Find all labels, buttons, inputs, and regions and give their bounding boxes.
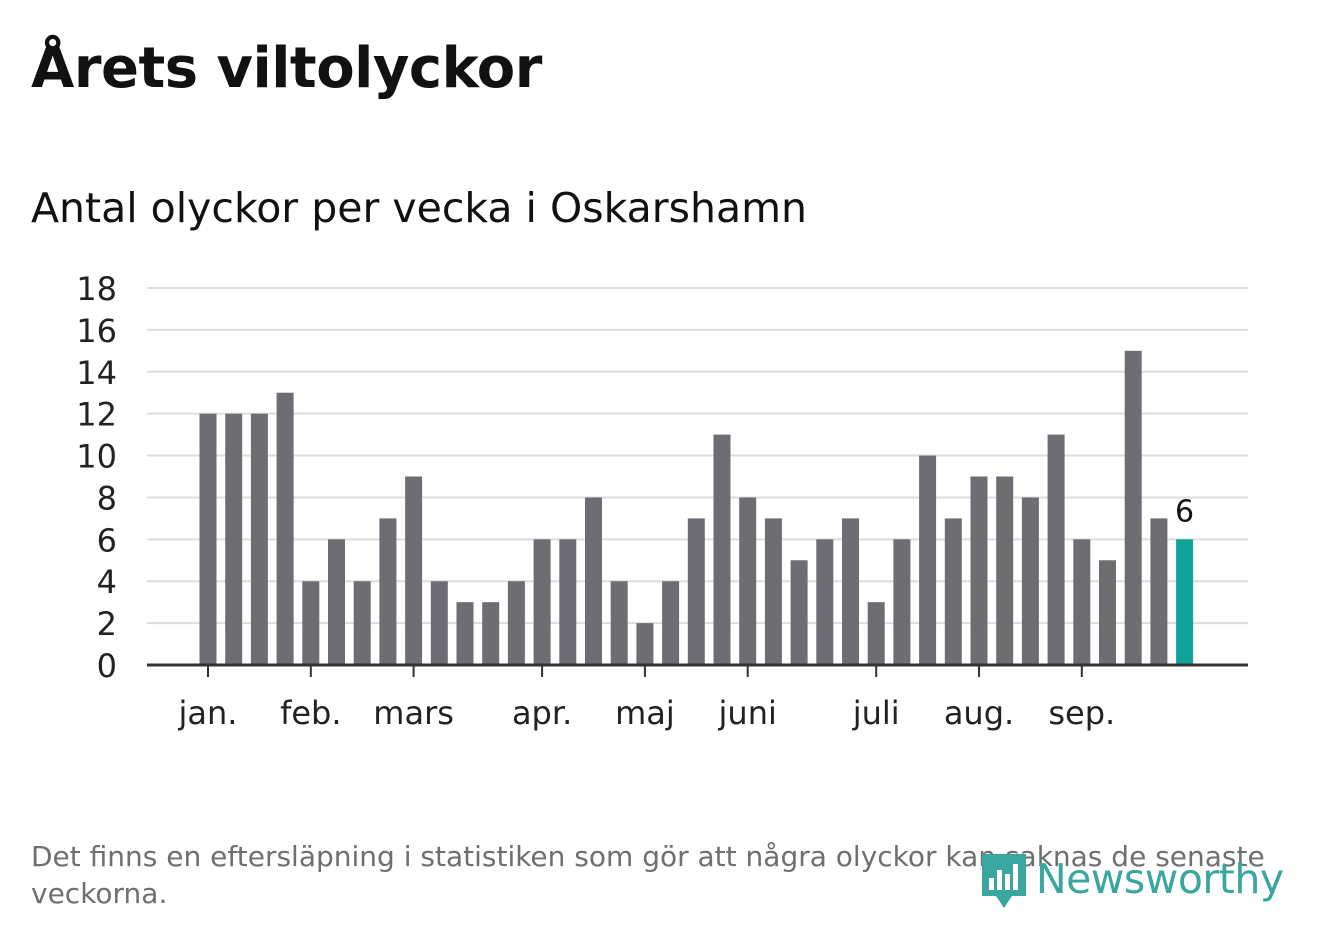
bar: [456, 602, 474, 665]
last-value-label: 6: [1175, 494, 1194, 529]
y-tick-label: 4: [97, 563, 117, 601]
y-tick-label: 6: [97, 521, 117, 559]
y-tick-label: 16: [76, 312, 117, 350]
y-tick-label: 12: [76, 396, 117, 434]
bar: [1021, 497, 1039, 665]
bar: [764, 518, 782, 665]
bar: [996, 476, 1014, 665]
bar: [1073, 539, 1091, 665]
bars: [199, 350, 1194, 665]
newsworthy-bar-chart-icon: [982, 854, 1026, 908]
y-tick-label: 0: [97, 647, 117, 685]
chart-title: Årets viltolyckor: [31, 36, 542, 101]
y-tick-label: 10: [76, 438, 117, 476]
bar: [1150, 518, 1168, 665]
newsworthy-logo: Newsworthy: [978, 846, 1284, 912]
y-tick-label: 14: [76, 354, 117, 392]
bar: [636, 623, 654, 665]
bar: [559, 539, 577, 665]
footnote: Det finns en eftersläpning i statistiken…: [31, 840, 1265, 910]
annotations: 6: [1175, 494, 1194, 529]
bar: [816, 539, 834, 665]
bar: [379, 518, 397, 665]
bar: [970, 476, 988, 665]
x-axis: [147, 663, 1248, 677]
x-tick-label: apr.: [512, 694, 572, 732]
bar: [482, 602, 500, 665]
bar: [405, 476, 423, 665]
bar: [1124, 350, 1142, 665]
x-tick-label: juli: [852, 694, 900, 732]
x-tick-label: juni: [718, 694, 777, 732]
y-tick-label: 2: [97, 605, 117, 643]
bar: [944, 518, 962, 665]
bar: [687, 518, 705, 665]
x-tick-label: mars: [373, 694, 454, 732]
x-tick-label: jan.: [178, 694, 238, 732]
bar: [302, 581, 320, 665]
bar: [353, 581, 371, 665]
bar: [790, 560, 808, 665]
bar: [328, 539, 345, 665]
chart-subtitle: Antal olyckor per vecka i Oskarshamn: [31, 184, 807, 232]
bar: [1047, 434, 1065, 665]
bar: [867, 602, 885, 665]
bar: [610, 581, 628, 665]
bar: [1099, 560, 1116, 665]
bar: [739, 497, 757, 665]
y-tick-label: 8: [97, 479, 117, 517]
bar: [919, 455, 937, 665]
bar: [276, 392, 294, 665]
bar: [893, 539, 911, 665]
bar: [713, 434, 731, 665]
x-tick-label: sep.: [1048, 694, 1115, 732]
brand-name: Newsworthy: [1036, 855, 1284, 903]
bar: [250, 413, 268, 665]
bar: [585, 497, 602, 665]
y-tick-label: 18: [76, 270, 117, 308]
x-tick-label: maj: [615, 694, 675, 732]
x-tick-label: feb.: [280, 694, 341, 732]
x-axis-labels: jan. feb. mars apr. maj juni juli aug. sep.: [178, 694, 1116, 732]
bar: [199, 413, 217, 665]
x-tick-label: aug.: [944, 694, 1014, 732]
bar: [430, 581, 448, 665]
bar: [662, 581, 680, 665]
bar: [533, 539, 551, 665]
bar: [842, 518, 859, 665]
bar-highlight: [1176, 539, 1194, 665]
bar: [507, 581, 525, 665]
y-axis-labels: 0 2 4 6 810 12 14 16 18: [76, 270, 117, 685]
bar: [225, 413, 243, 665]
